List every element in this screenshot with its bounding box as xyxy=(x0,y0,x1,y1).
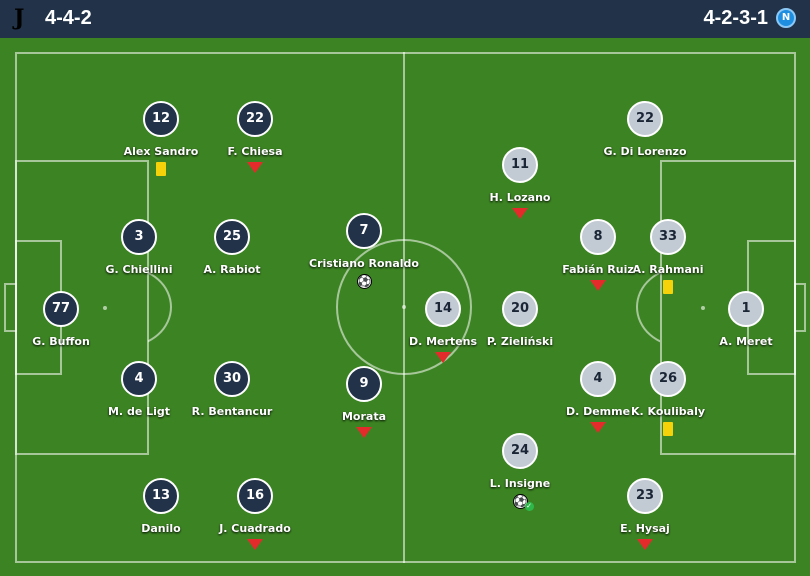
goal-ball-icon: ⚽ ✓ xyxy=(512,494,534,511)
right-goal xyxy=(794,283,806,332)
home-player[interactable]: 12 Alex Sandro xyxy=(101,101,221,176)
napoli-logo-icon: N xyxy=(776,8,796,28)
shirt-number: 16 xyxy=(237,478,273,514)
shirt-number: 1 xyxy=(728,291,764,327)
away-player[interactable]: 20 P. Zieliński xyxy=(460,291,580,349)
player-name: L. Insigne xyxy=(489,477,551,490)
left-goal xyxy=(4,283,17,332)
shirt-number: 20 xyxy=(502,291,538,327)
player-name: A. Rabiot xyxy=(203,263,261,276)
player-name: H. Lozano xyxy=(489,191,551,204)
left-penalty-spot xyxy=(103,306,107,310)
juventus-logo-icon: J xyxy=(14,5,25,31)
shirt-number: 24 xyxy=(502,433,538,469)
away-player[interactable]: 26 K. Koulibaly xyxy=(608,361,728,436)
player-name: G. Buffon xyxy=(32,335,90,348)
player-name: R. Bentancur xyxy=(191,405,273,418)
yellow-card-icon xyxy=(663,280,673,294)
player-name: J. Cuadrado xyxy=(219,522,291,535)
player-name: Morata xyxy=(341,410,387,423)
player-name: Alex Sandro xyxy=(123,145,199,158)
shirt-number: 77 xyxy=(43,291,79,327)
shirt-number: 30 xyxy=(214,361,250,397)
shirt-number: 33 xyxy=(650,219,686,255)
home-player[interactable]: 16 J. Cuadrado xyxy=(195,478,315,550)
right-penalty-spot xyxy=(701,306,705,310)
shirt-number: 26 xyxy=(650,361,686,397)
center-spot xyxy=(402,305,406,309)
player-name: G. Chiellini xyxy=(105,263,173,276)
away-player[interactable]: 22 G. Di Lorenzo xyxy=(585,101,705,159)
away-player[interactable]: 8 Fabián Ruiz xyxy=(538,219,658,291)
away-player[interactable]: 14 D. Mertens xyxy=(383,291,503,363)
away-player[interactable]: 24 L. Insigne ⚽ ✓ xyxy=(460,433,580,511)
shirt-number: 7 xyxy=(346,213,382,249)
shirt-number: 23 xyxy=(627,478,663,514)
player-name: Cristiano Ronaldo xyxy=(309,257,419,270)
player-name: A. Rahmani xyxy=(632,263,704,276)
shirt-number: 13 xyxy=(143,478,179,514)
substitution-arrow-icon xyxy=(512,208,528,219)
shirt-number: 22 xyxy=(627,101,663,137)
yellow-card-icon xyxy=(156,162,166,176)
substitution-arrow-icon xyxy=(247,539,263,550)
away-player[interactable]: 4 D. Demme xyxy=(538,361,658,433)
center-circle xyxy=(336,239,472,375)
player-name: Danilo xyxy=(141,522,181,535)
player-name: A. Meret xyxy=(719,335,773,348)
shirt-number: 8 xyxy=(580,219,616,255)
home-player[interactable]: 7 Cristiano Ronaldo ⚽ xyxy=(304,213,424,289)
goal-ball-icon: ⚽ xyxy=(356,274,372,289)
substitution-arrow-icon xyxy=(435,352,451,363)
away-player[interactable]: 11 H. Lozano xyxy=(460,147,580,219)
shirt-number: 25 xyxy=(214,219,250,255)
player-name: F. Chiesa xyxy=(227,145,283,158)
shirt-number: 12 xyxy=(143,101,179,137)
home-player[interactable]: 77 G. Buffon xyxy=(1,291,121,349)
pitch xyxy=(0,38,810,576)
header: J 4-4-2 4-2-3-1 N xyxy=(0,0,810,38)
player-name: D. Demme xyxy=(565,405,631,418)
away-formation: 4-2-3-1 xyxy=(703,7,768,29)
home-player[interactable]: 3 G. Chiellini xyxy=(79,219,199,277)
away-player[interactable]: 1 A. Meret xyxy=(686,291,806,349)
substitution-arrow-icon xyxy=(590,422,606,433)
yellow-card-icon xyxy=(663,422,673,436)
player-name: G. Di Lorenzo xyxy=(603,145,687,158)
player-name: D. Mertens xyxy=(408,335,478,348)
away-player[interactable]: 23 E. Hysaj xyxy=(585,478,705,550)
substitution-arrow-icon xyxy=(356,427,372,438)
player-name: P. Zieliński xyxy=(486,335,554,348)
shirt-number: 11 xyxy=(502,147,538,183)
home-player[interactable]: 13 Danilo xyxy=(101,478,221,536)
check-icon: ✓ xyxy=(524,502,534,511)
shirt-number: 4 xyxy=(121,361,157,397)
home-formation: 4-4-2 xyxy=(45,7,92,29)
player-name: Fabián Ruiz xyxy=(562,263,634,276)
home-player[interactable]: 9 Morata xyxy=(304,366,424,438)
shirt-number: 3 xyxy=(121,219,157,255)
away-player[interactable]: 33 A. Rahmani xyxy=(608,219,728,294)
shirt-number: 22 xyxy=(237,101,273,137)
substitution-arrow-icon xyxy=(590,280,606,291)
home-player[interactable]: 22 F. Chiesa xyxy=(195,101,315,173)
player-name: M. de Ligt xyxy=(107,405,171,418)
player-name: K. Koulibaly xyxy=(630,405,706,418)
substitution-arrow-icon xyxy=(247,162,263,173)
home-player[interactable]: 25 A. Rabiot xyxy=(172,219,292,277)
shirt-number: 4 xyxy=(580,361,616,397)
shirt-number: 14 xyxy=(425,291,461,327)
player-name: E. Hysaj xyxy=(620,522,670,535)
home-player[interactable]: 30 R. Bentancur xyxy=(172,361,292,419)
substitution-arrow-icon xyxy=(637,539,653,550)
home-player[interactable]: 4 M. de Ligt xyxy=(79,361,199,419)
shirt-number: 9 xyxy=(346,366,382,402)
